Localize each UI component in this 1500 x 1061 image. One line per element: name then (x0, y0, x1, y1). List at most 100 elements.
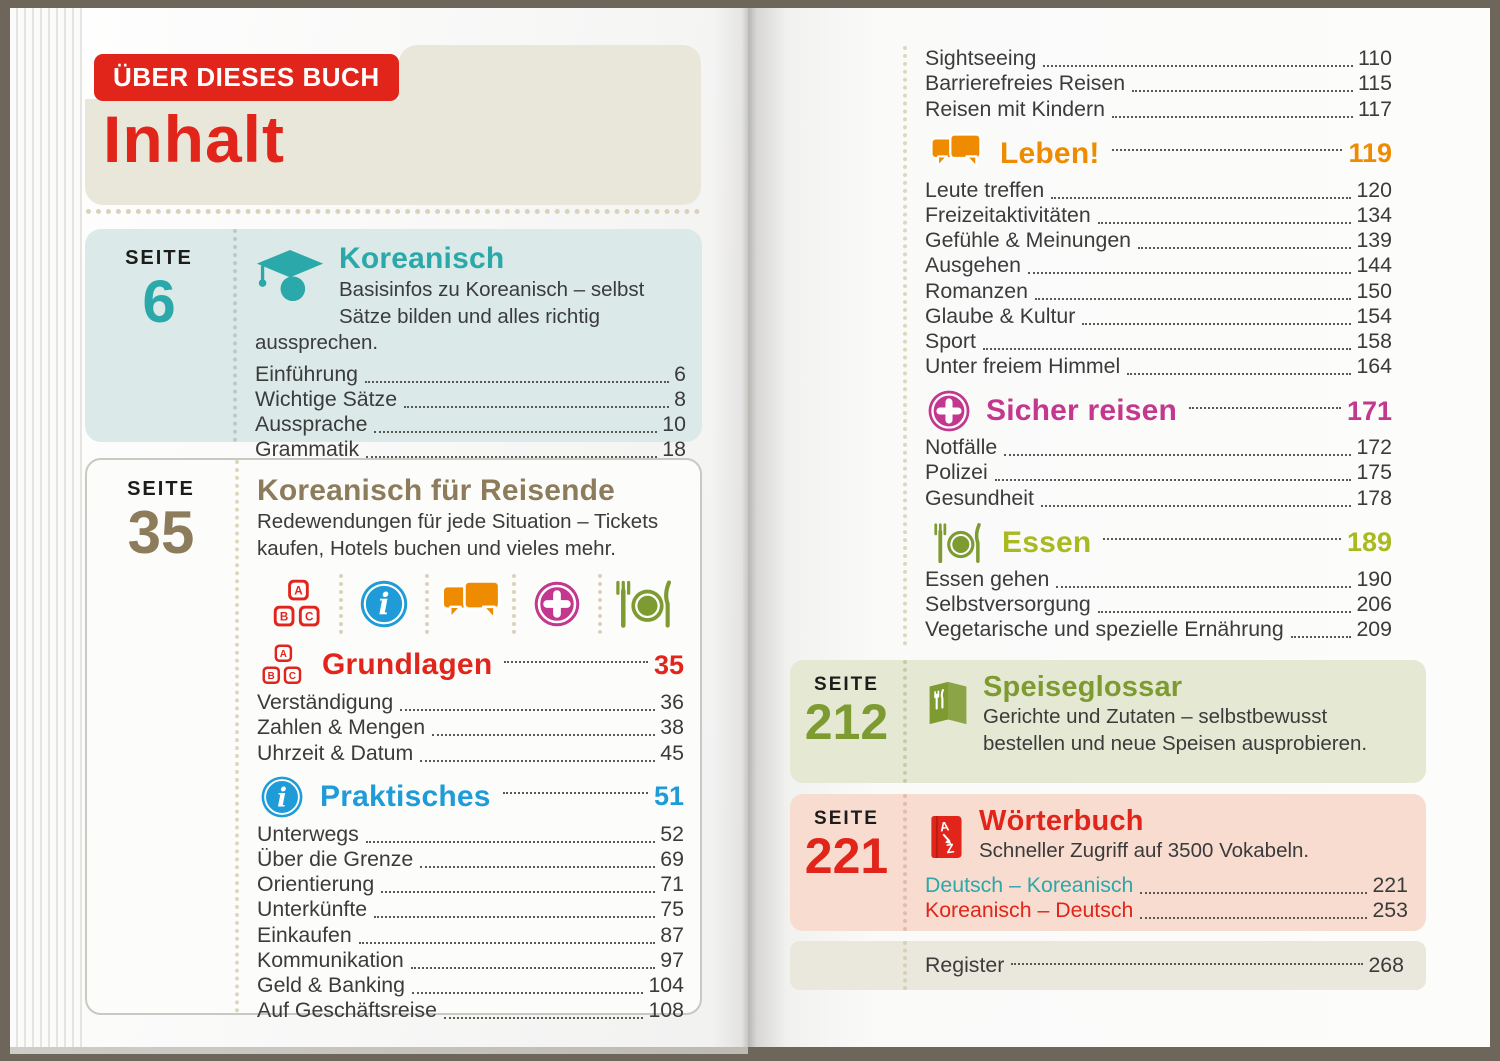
toc-entry-page: 134 (1356, 202, 1392, 227)
leader-dots (420, 759, 656, 762)
plus-icon (511, 574, 598, 634)
toc-entry-page: 108 (648, 998, 684, 1023)
toc-entry-page: 38 (660, 715, 684, 740)
info-icon: i (339, 574, 425, 634)
toc-entry-page: 139 (1356, 228, 1392, 253)
leader-dots (432, 734, 656, 737)
svg-text:C: C (305, 610, 314, 623)
box-head: Koreanisch Basisinfos zu Koreanisch – se… (255, 242, 686, 357)
leader-dots (443, 1017, 644, 1020)
toc-entry: Unterkünfte 75 (257, 897, 684, 922)
toc-entry: Register 268 (925, 953, 1404, 978)
toc-entry: Über die Grenze 69 (257, 847, 684, 872)
toc-entry: Gefühle & Meinungen 139 (925, 228, 1392, 253)
leader-dots (1027, 272, 1352, 275)
toc-entry-label: Uhrzeit & Datum (257, 740, 414, 765)
leader-dots (1189, 406, 1341, 409)
seite-column: SEITE 6 (85, 229, 233, 442)
leader-dots (1111, 115, 1354, 118)
speech-bubbles-icon (425, 574, 511, 634)
register-spacer (790, 941, 903, 990)
toc-entry-label: Selbstversorgung (925, 592, 1091, 616)
toc-entry-page: 164 (1356, 354, 1392, 379)
toc-entry-page: 154 (1356, 303, 1392, 328)
leader-dots (1290, 636, 1352, 639)
food-icon (925, 521, 989, 565)
section-title: Praktisches (320, 779, 491, 813)
toc-entry: Polizei 175 (925, 460, 1392, 485)
toc-entry: Einkaufen 87 (257, 922, 684, 947)
toc-list: Deutsch – Koreanisch 221 Koreanisch – Deut… (925, 869, 1408, 923)
sections: Leben! 119 Leute treffen 120 Freizeitaktivit… (925, 132, 1392, 643)
toc-entry-page: 36 (660, 690, 684, 715)
section-heading: A B C Grundlagen 35 (257, 644, 684, 686)
leader-dots (366, 456, 658, 459)
toc-list: Einführung 6 Wichtige Sätze 8 Aussprache 10 Gr… (255, 357, 686, 463)
section-page-number: 119 (1348, 138, 1392, 169)
seite-number: 6 (142, 268, 176, 335)
svg-text:B: B (268, 671, 275, 682)
leader-dots (1132, 90, 1354, 93)
toc-entry-page: 52 (660, 821, 684, 846)
leader-dots (994, 479, 1352, 482)
page-title: Inhalt (103, 102, 285, 176)
toc-entry-page: 18 (662, 437, 686, 462)
toc-entry: Glaube & Kultur 154 (925, 304, 1392, 329)
toc-list: Notfälle 172 Polizei 175 Gesundheit 178 (925, 435, 1392, 511)
leader-dots (502, 792, 648, 795)
toc-entry-page: 209 (1356, 617, 1392, 642)
toc-entry-label: Sightseeing (925, 46, 1037, 71)
leader-dots (1097, 611, 1352, 613)
section-heading: Essen 189 (925, 521, 1392, 565)
toc-entry-page: 221 (1372, 872, 1408, 897)
leader-dots (365, 840, 656, 843)
box-title: Wörterbuch (979, 805, 1144, 837)
section-page-number: 171 (1346, 395, 1392, 426)
seite-column: SEITE 221 (790, 794, 903, 931)
svg-text:A: A (294, 584, 303, 597)
toc-entry: Ausgehen 144 (925, 253, 1392, 278)
leader-dots (1035, 297, 1352, 300)
toc-entry: Sightseeing 110 (925, 46, 1392, 71)
toc-entry-page: 253 (1372, 898, 1408, 922)
section-heading: Sicher reisen 171 (925, 389, 1392, 433)
toc-entry: Koreanisch – Deutsch 253 (925, 898, 1408, 924)
toc-entry-label: Reisen mit Kindern (925, 96, 1105, 121)
toc-entry-label: Unterkünfte (257, 897, 368, 922)
seite-number: 35 (127, 499, 195, 566)
header-panel-main (85, 99, 701, 205)
dotted-vertical-divider (903, 46, 907, 646)
seite-label: SEITE (814, 808, 879, 829)
leader-dots (1004, 454, 1352, 457)
svg-text:B: B (280, 610, 288, 623)
toc-entry-label: Geld & Banking (257, 972, 405, 997)
leader-dots (420, 865, 656, 868)
toc-entry-page: 97 (660, 947, 684, 972)
box-content: Koreanisch für Reisende Redewendungen fü… (235, 460, 700, 1022)
seite-number: 212 (804, 694, 889, 750)
abc-blocks-icon: A B C (257, 643, 309, 687)
register-box: Register 268 (790, 941, 1426, 990)
leader-dots (400, 709, 656, 712)
register-content: Register 268 (903, 941, 1426, 990)
toc-entry-page: 120 (1356, 177, 1392, 202)
toc-entry-page: 87 (660, 922, 684, 947)
toc-entry-label: Gesundheit (925, 485, 1034, 510)
toc-entry-label: Koreanisch – Deutsch (925, 898, 1134, 922)
toc-entry-page: 144 (1356, 253, 1392, 278)
toc-entry-label: Essen gehen (925, 566, 1050, 591)
toc-entry-page: 117 (1358, 96, 1392, 121)
box-head: Speiseglossar Gerichte und Zutaten – sel… (925, 671, 1408, 757)
toc-entry-label: Unter freiem Himmel (925, 354, 1121, 379)
toc-entry-page: 172 (1356, 435, 1392, 460)
toc-entry-label: Register (925, 953, 1005, 977)
toc-entry: Wichtige Sätze 8 (255, 387, 686, 412)
toc-entry-label: Wichtige Sätze (255, 386, 398, 411)
svg-text:A: A (280, 649, 287, 660)
seite-number: 221 (804, 828, 889, 884)
leader-dots (1043, 65, 1354, 68)
toc-entry-label: Notfälle (925, 435, 998, 460)
toc-entry-label: Unterwegs (257, 821, 359, 846)
leader-dots (358, 941, 656, 944)
